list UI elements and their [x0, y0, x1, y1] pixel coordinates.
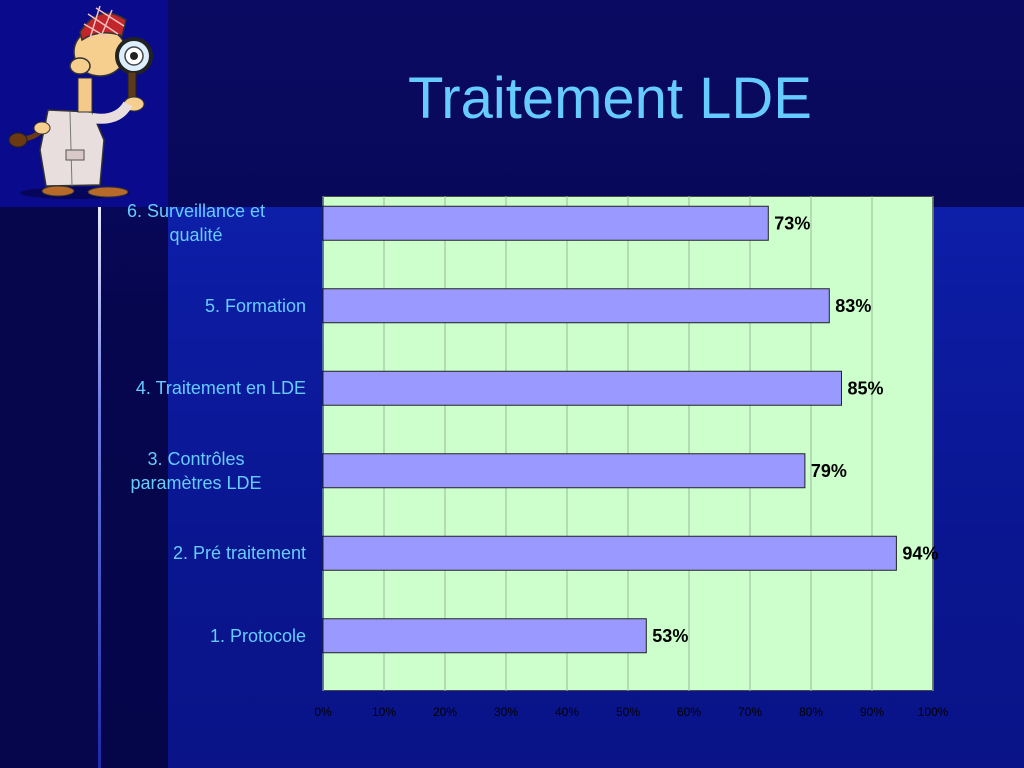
category-label: 1. Protocole — [86, 624, 306, 648]
bar — [322, 288, 830, 324]
category-label-line: 5. Formation — [204, 295, 306, 316]
x-tick-label: 20% — [432, 705, 458, 719]
x-tick-label: 0% — [314, 705, 332, 719]
category-label: 4. Traitement en LDE — [86, 376, 306, 400]
data-label: 73% — [774, 213, 810, 233]
category-label-line: 4. Traitement en LDE — [135, 378, 306, 399]
vertical-divider — [98, 207, 101, 768]
category-label-line: 3. Contrôles — [147, 448, 245, 469]
data-label: 85% — [848, 378, 884, 398]
category-label: 3. Contrôles paramètres LDE — [86, 447, 306, 495]
category-label-line: qualité — [169, 225, 223, 246]
bar — [322, 205, 769, 241]
x-tick-label: 50% — [615, 705, 641, 719]
x-tick-label: 70% — [737, 705, 763, 719]
data-label: 83% — [835, 296, 871, 316]
x-tick-label: 90% — [859, 705, 885, 719]
x-tick-label: 80% — [798, 705, 824, 719]
data-label: 79% — [811, 461, 847, 481]
x-tick-label: 40% — [554, 705, 580, 719]
x-tick-label: 100% — [917, 705, 949, 719]
data-label: 53% — [652, 626, 688, 646]
category-label: 6. Surveillance et qualité — [86, 199, 306, 247]
category-label-line: 6. Surveillance et — [126, 201, 266, 222]
x-tick-label: 30% — [493, 705, 519, 719]
category-label: 5. Formation — [86, 294, 306, 318]
slide-title: Traitement LDE — [408, 66, 812, 131]
category-label-line: 1. Protocole — [209, 625, 306, 646]
category-label-line: paramètres LDE — [130, 472, 262, 493]
category-label-line: 2. Pré traitement — [172, 543, 306, 564]
bar — [322, 453, 806, 489]
bar — [322, 535, 897, 571]
left-strip — [0, 207, 100, 768]
detective-icon — [8, 5, 153, 199]
bar — [322, 370, 842, 406]
x-tick-label: 60% — [676, 705, 702, 719]
data-label: 94% — [902, 543, 938, 563]
bar — [322, 618, 647, 654]
header-band — [0, 0, 1024, 207]
category-label: 2. Pré traitement — [86, 541, 306, 565]
x-tick-label: 10% — [371, 705, 397, 719]
detective-illustration — [0, 0, 168, 207]
